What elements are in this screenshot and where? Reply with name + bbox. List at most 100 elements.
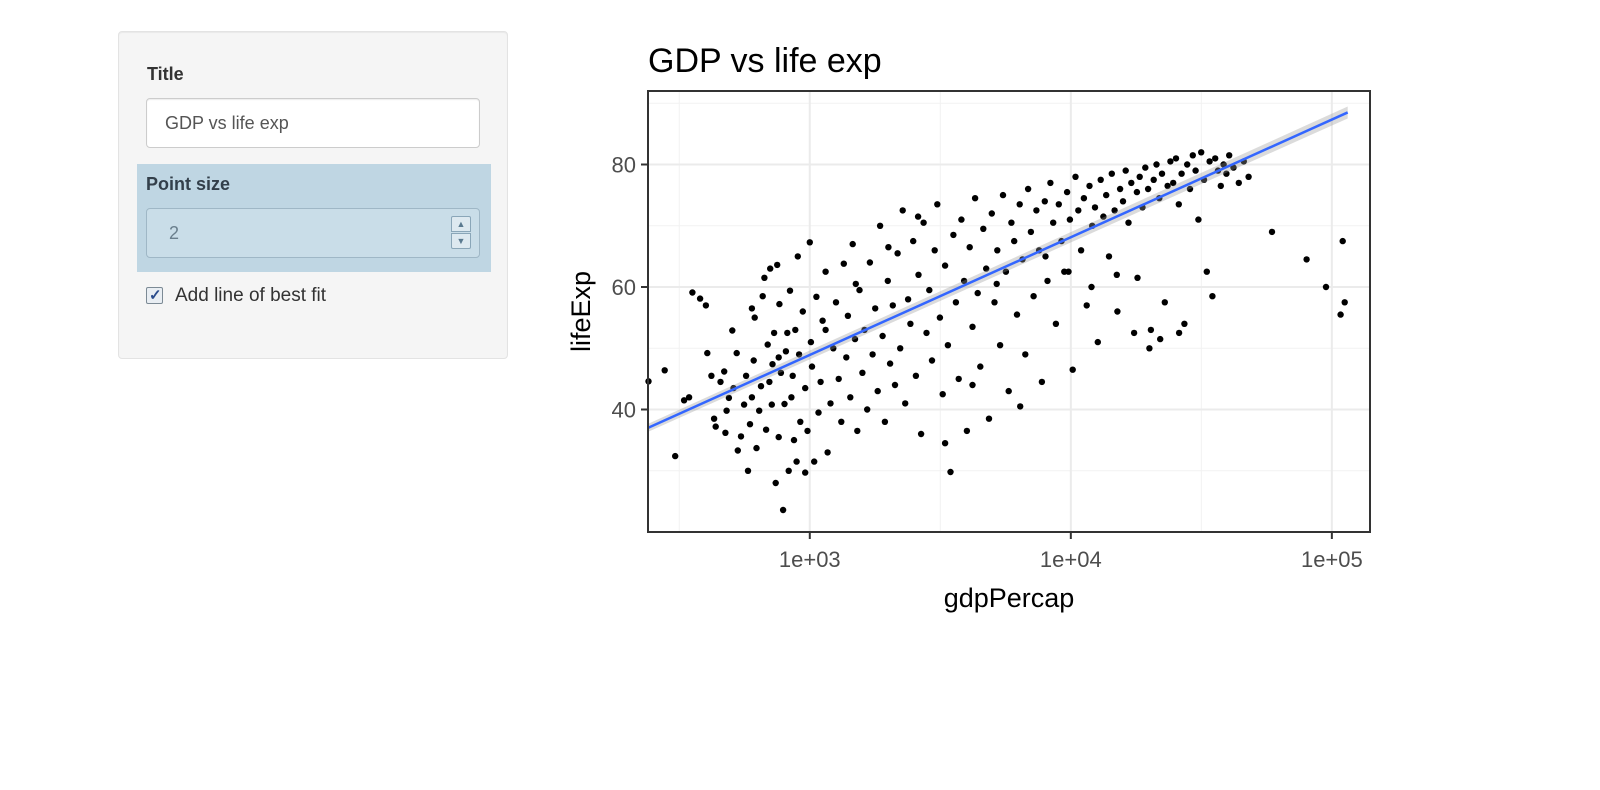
data-point	[789, 372, 796, 379]
data-point	[806, 239, 813, 246]
chart-title: GDP vs life exp	[648, 42, 882, 80]
y-tick-label: 60	[612, 275, 636, 300]
data-point	[1055, 201, 1062, 208]
data-point	[757, 383, 765, 390]
data-point	[1097, 176, 1104, 183]
data-point	[817, 378, 824, 386]
data-point	[729, 327, 736, 334]
data-point	[939, 391, 946, 398]
data-point	[680, 397, 688, 404]
decrement-arrow-icon[interactable]: ▼	[451, 233, 471, 249]
data-point	[1038, 378, 1046, 386]
data-point	[1189, 152, 1196, 159]
data-point	[815, 409, 822, 416]
data-point	[785, 467, 792, 474]
data-point	[854, 427, 861, 435]
data-point	[769, 361, 776, 368]
data-point	[886, 360, 894, 367]
data-point	[734, 447, 741, 454]
data-point	[819, 317, 826, 324]
data-point	[1226, 152, 1233, 159]
data-point	[797, 418, 804, 425]
data-point	[1011, 237, 1018, 245]
data-point	[1268, 228, 1276, 236]
data-point	[944, 342, 952, 349]
data-point	[902, 400, 909, 407]
data-point	[712, 423, 719, 430]
data-point	[1128, 179, 1135, 187]
x-axis-label: gdpPercap	[944, 583, 1075, 613]
data-point	[1203, 268, 1210, 275]
data-point	[751, 314, 758, 321]
data-point	[764, 341, 771, 348]
data-point	[746, 421, 754, 428]
data-point	[1072, 173, 1079, 180]
title-input[interactable]	[146, 98, 480, 148]
data-point	[1217, 182, 1224, 190]
data-point	[1220, 161, 1227, 168]
data-point	[983, 265, 990, 272]
data-point	[808, 363, 816, 370]
data-point	[1167, 158, 1174, 165]
data-point	[977, 363, 984, 370]
data-point	[725, 394, 733, 402]
data-point	[969, 323, 976, 330]
fit-line-label: Add line of best fit	[175, 285, 327, 306]
data-point	[1125, 219, 1132, 226]
data-point	[851, 335, 859, 343]
data-point	[822, 326, 829, 334]
data-point	[759, 293, 766, 300]
data-point	[852, 280, 859, 288]
data-point	[1147, 326, 1155, 334]
data-point	[1303, 256, 1310, 263]
data-point	[876, 222, 884, 229]
data-point	[740, 401, 748, 408]
data-point	[917, 430, 925, 438]
data-point	[1100, 213, 1107, 220]
data-point	[988, 210, 995, 217]
data-point	[721, 368, 728, 375]
data-point	[991, 299, 998, 306]
data-point	[874, 387, 881, 395]
data-point	[1184, 161, 1191, 168]
data-point	[756, 407, 763, 414]
data-point	[1172, 155, 1180, 162]
data-point	[792, 326, 799, 334]
data-point	[1175, 201, 1182, 208]
data-point	[1136, 173, 1143, 180]
checkmark-icon: ✓	[149, 287, 162, 304]
data-point	[1142, 164, 1149, 171]
data-point	[941, 262, 949, 269]
increment-arrow-icon[interactable]: ▲	[451, 216, 471, 232]
point-size-input[interactable]: 2 ▲ ▼	[146, 208, 480, 258]
fit-line	[647, 111, 1349, 430]
data-point	[1195, 216, 1202, 223]
data-point	[1130, 329, 1138, 337]
data-point	[748, 305, 756, 312]
data-point	[1122, 167, 1129, 174]
data-point	[1164, 182, 1171, 190]
data-point	[847, 394, 854, 401]
data-point	[768, 401, 775, 408]
data-point	[1170, 179, 1177, 187]
data-point	[1069, 366, 1076, 373]
y-axis-ticks: 40 60 80	[612, 153, 648, 423]
plot-panel-border	[647, 90, 1371, 533]
data-point	[1005, 387, 1012, 395]
data-point	[1016, 201, 1023, 208]
data-point	[1083, 302, 1090, 309]
data-point	[761, 274, 768, 281]
fit-line-checkbox[interactable]: ✓	[146, 287, 163, 304]
data-point	[910, 237, 917, 245]
data-point	[708, 372, 715, 379]
data-point	[661, 367, 668, 374]
data-point	[1337, 311, 1344, 318]
data-point	[777, 369, 785, 376]
data-points	[645, 149, 1348, 514]
data-point	[985, 415, 993, 422]
data-point	[994, 247, 1001, 254]
data-point	[889, 302, 896, 309]
data-point	[859, 369, 866, 376]
point-size-group: Point size 2 ▲ ▼	[137, 164, 491, 272]
data-point	[1209, 293, 1216, 300]
